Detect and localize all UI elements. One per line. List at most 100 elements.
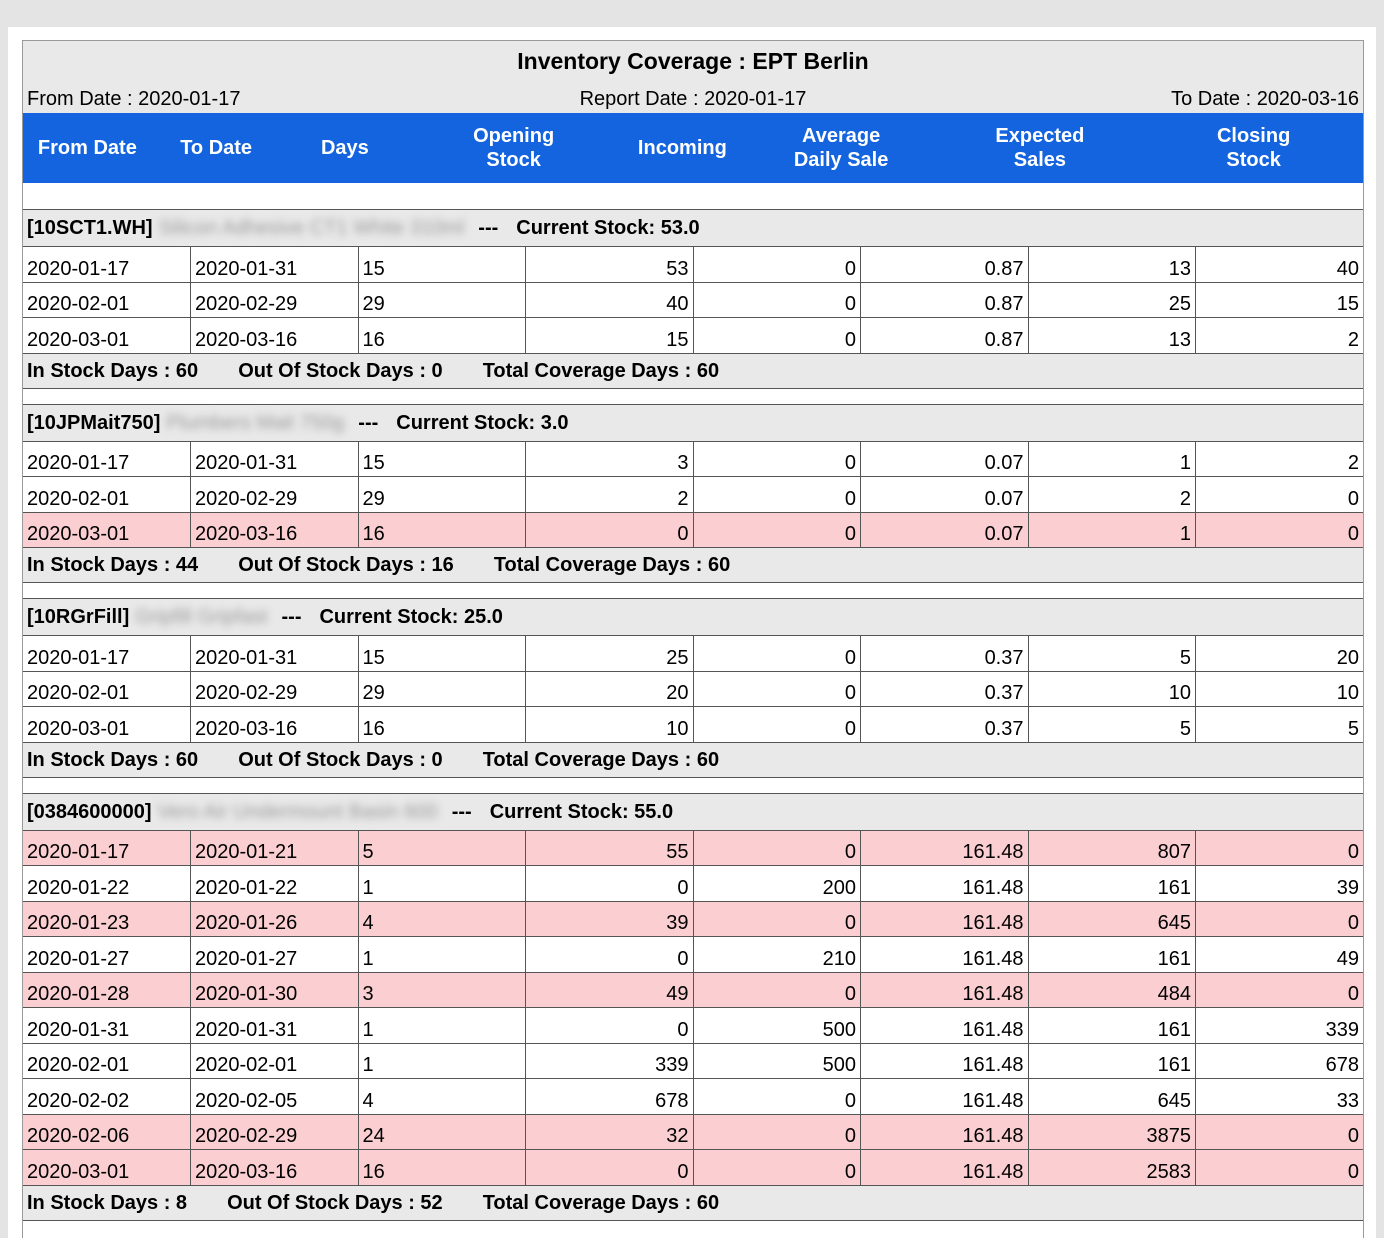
table-cell: 20 bbox=[525, 671, 694, 707]
table-cell: 40 bbox=[525, 282, 694, 318]
table-cell: 2020-01-22 bbox=[190, 865, 359, 902]
table-cell: 2020-01-31 bbox=[190, 441, 359, 477]
table-cell: 2020-02-29 bbox=[190, 1114, 359, 1150]
table-cell: 678 bbox=[525, 1078, 694, 1115]
table-row: 2020-02-01 2020-02-01 1 339 500 161.48 161 678 bbox=[23, 1043, 1363, 1079]
table-cell: 13 bbox=[1028, 317, 1196, 354]
table-row: 2020-01-22 2020-01-22 1 0 200 161.48 161 39 bbox=[23, 865, 1363, 902]
table-row: 2020-01-17 2020-01-31 15 3 0 0.07 1 2 bbox=[23, 441, 1363, 477]
table-cell: 161.48 bbox=[860, 901, 1029, 937]
table-cell: 161 bbox=[1028, 936, 1196, 973]
table-row: 2020-03-01 2020-03-16 16 15 0 0.87 13 2 bbox=[23, 317, 1363, 354]
table-cell: 0.87 bbox=[860, 282, 1029, 318]
table-cell: 1 bbox=[358, 1043, 526, 1079]
col-expected-sales: Expected Sales bbox=[995, 125, 1085, 171]
table-cell: 0 bbox=[1195, 512, 1363, 548]
table-cell: 0.37 bbox=[860, 636, 1029, 672]
product-group: [10JPMait750] Plumbers Mait 750g --- Curren… bbox=[23, 403, 1363, 583]
table-cell: 0 bbox=[693, 901, 861, 937]
table-cell: 2020-01-17 bbox=[23, 441, 191, 477]
coverage-table: 2020-01-17 2020-01-31 15 53 0 0.87 13 40 2020-02… bbox=[23, 247, 1363, 354]
table-cell: 2 bbox=[1195, 441, 1363, 477]
table-cell: 16 bbox=[358, 512, 526, 548]
header-separator: --- bbox=[478, 217, 499, 239]
table-cell: 2020-02-01 bbox=[23, 671, 191, 707]
table-cell: 24 bbox=[358, 1114, 526, 1150]
table-cell: 2020-01-17 bbox=[23, 830, 191, 866]
product-name-redacted: Vero Air Undermount Basin 600 bbox=[157, 800, 438, 823]
table-cell: 2020-01-21 bbox=[190, 830, 359, 866]
table-cell: 1 bbox=[1028, 512, 1196, 548]
table-cell: 2583 bbox=[1028, 1149, 1196, 1186]
table-cell: 807 bbox=[1028, 830, 1196, 866]
table-cell: 0 bbox=[693, 317, 861, 354]
table-cell: 0 bbox=[693, 247, 861, 283]
table-cell: 55 bbox=[525, 830, 694, 866]
col-from-date: From Date bbox=[37, 137, 137, 159]
table-cell: 678 bbox=[1195, 1043, 1363, 1079]
table-cell: 210 bbox=[693, 936, 861, 973]
table-cell: 2020-03-16 bbox=[190, 512, 359, 548]
header-separator: --- bbox=[358, 411, 379, 434]
table-cell: 2020-01-23 bbox=[23, 901, 191, 937]
table-cell: 33 bbox=[1195, 1078, 1363, 1115]
col-days: Days bbox=[320, 137, 369, 159]
table-cell: 15 bbox=[1195, 282, 1363, 318]
header-separator: --- bbox=[281, 606, 302, 628]
table-cell: 0.07 bbox=[860, 476, 1029, 513]
table-row: 2020-01-31 2020-01-31 1 0 500 161.48 161 339 bbox=[23, 1007, 1363, 1044]
table-cell: 2020-02-01 bbox=[23, 1043, 191, 1079]
table-cell: 161 bbox=[1028, 865, 1196, 902]
table-cell: 3875 bbox=[1028, 1114, 1196, 1150]
table-cell: 49 bbox=[1195, 936, 1363, 973]
table-cell: 5 bbox=[1028, 636, 1196, 672]
table-cell: 0 bbox=[1195, 972, 1363, 1008]
table-cell: 15 bbox=[358, 441, 526, 477]
product-code: [0384600000] bbox=[27, 800, 152, 823]
product-code: [10SCT1.WH] bbox=[27, 217, 153, 239]
table-cell: 16 bbox=[358, 1149, 526, 1186]
column-header-row: From Date To Date Days Opening Stock Inc… bbox=[23, 113, 1363, 183]
to-date: To Date : 2020-03-16 bbox=[1171, 88, 1359, 110]
table-cell: 2020-01-26 bbox=[190, 901, 359, 937]
report-date: Report Date : 2020-01-17 bbox=[579, 88, 807, 110]
table-cell: 2020-01-27 bbox=[190, 936, 359, 973]
table-cell: 0 bbox=[1195, 1114, 1363, 1150]
table-cell: 500 bbox=[693, 1007, 861, 1044]
table-cell: 0.87 bbox=[860, 247, 1029, 283]
product-name-redacted: Gripfill Gripfast bbox=[135, 606, 268, 628]
col-average-daily-sale: Average Daily Sale bbox=[793, 125, 889, 171]
table-cell: 2020-02-01 bbox=[23, 282, 191, 318]
table-cell: 13 bbox=[1028, 247, 1196, 283]
table-cell: 339 bbox=[1195, 1007, 1363, 1044]
table-row: 2020-01-23 2020-01-26 4 39 0 161.48 645 0 bbox=[23, 901, 1363, 937]
current-stock: Current Stock: 53.0 bbox=[516, 217, 700, 239]
table-cell: 1 bbox=[358, 865, 526, 902]
out-of-stock-days: Out Of Stock Days : 0 bbox=[238, 748, 443, 771]
table-cell: 15 bbox=[525, 317, 694, 354]
table-cell: 161.48 bbox=[860, 972, 1029, 1008]
table-row: 2020-01-17 2020-01-31 15 25 0 0.37 5 20 bbox=[23, 636, 1363, 672]
table-cell: 2020-03-01 bbox=[23, 1149, 191, 1186]
table-row: 2020-03-01 2020-03-16 16 0 0 0.07 1 0 bbox=[23, 512, 1363, 548]
inventory-report: Inventory Coverage : EPT Berlin From Dat… bbox=[22, 40, 1364, 1238]
table-cell: 2020-01-31 bbox=[190, 636, 359, 672]
table-cell: 2020-03-16 bbox=[190, 1149, 359, 1186]
page-frame: Inventory Coverage : EPT Berlin From Dat… bbox=[8, 27, 1376, 1238]
product-name-redacted: Silicon Adhesive CT1 White 310ml bbox=[158, 217, 465, 239]
table-cell: 1 bbox=[1028, 441, 1196, 477]
table-cell: 0 bbox=[693, 972, 861, 1008]
col-incoming: Incoming bbox=[637, 137, 727, 159]
table-cell: 2020-02-02 bbox=[23, 1078, 191, 1115]
table-cell: 0 bbox=[693, 512, 861, 548]
table-cell: 2020-01-28 bbox=[23, 972, 191, 1008]
table-cell: 0.87 bbox=[860, 317, 1029, 354]
coverage-table: 2020-01-17 2020-01-31 15 25 0 0.37 5 20 2020-02-… bbox=[23, 636, 1363, 743]
table-cell: 0 bbox=[693, 476, 861, 513]
product-group: [0384600000] Vero Air Undermount Basin 60… bbox=[23, 792, 1363, 1221]
table-row: 2020-02-01 2020-02-29 29 2 0 0.07 2 0 bbox=[23, 476, 1363, 513]
table-cell: 3 bbox=[525, 441, 694, 477]
coverage-table: 2020-01-17 2020-01-21 5 55 0 161.48 807 0 2020-0… bbox=[23, 830, 1363, 1186]
product-group-header: [0384600000] Vero Air Undermount Basin 60… bbox=[23, 793, 1363, 831]
table-cell: 0 bbox=[693, 1114, 861, 1150]
